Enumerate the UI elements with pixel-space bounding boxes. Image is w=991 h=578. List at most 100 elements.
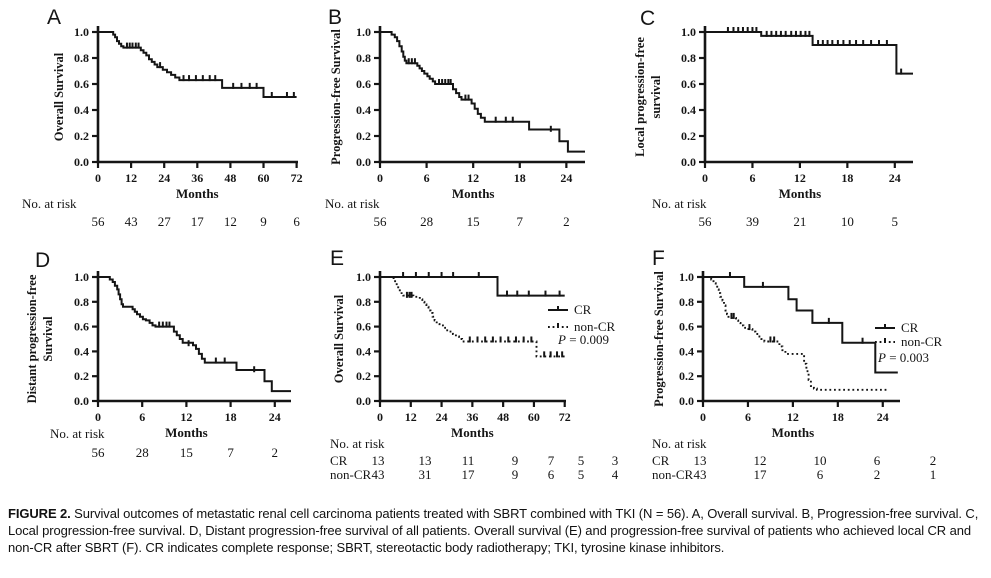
y-tick-label: 1.0 — [679, 270, 694, 284]
km-series-cr — [703, 272, 898, 374]
risk-count: 6 — [548, 467, 555, 482]
risk-count: 6 — [817, 467, 824, 482]
risk-count: 31 — [419, 467, 432, 482]
y-axis-title: Survival — [41, 316, 55, 362]
x-axis-title: Months — [176, 186, 219, 201]
x-axis-title: Months — [165, 425, 208, 440]
risk-count: 10 — [841, 214, 854, 229]
risk-count: 15 — [180, 445, 193, 460]
censor-marks — [407, 58, 552, 132]
x-tick-label: 6 — [749, 171, 755, 185]
x-tick-label: 48 — [497, 410, 509, 424]
risk-header: No. at risk — [325, 196, 380, 211]
risk-count: 10 — [814, 453, 827, 468]
km-curve — [380, 276, 565, 358]
x-axis-title: Months — [779, 186, 822, 201]
risk-count: 43 — [694, 467, 707, 482]
y-tick-label: 0.0 — [679, 394, 694, 408]
km-curve — [703, 276, 887, 391]
y-axis-title: Local progression-free — [633, 37, 647, 157]
panel-e: E Overall Survival 0.0 0.2 0.4 0.6 0.8 1.0 0 12 24… — [320, 247, 650, 505]
y-tick-label: 0.0 — [74, 155, 89, 169]
risk-count: 17 — [462, 467, 476, 482]
x-tick-label: 6 — [424, 171, 430, 185]
panel-f: F Progression-free Survival 0.0 0.2 0.4 0.6 0.… — [650, 247, 991, 505]
x-tick-label: 18 — [832, 410, 844, 424]
y-tick-label: 0.8 — [74, 295, 89, 309]
km-series-all-patients — [380, 31, 585, 153]
x-tick-label: 60 — [528, 410, 540, 424]
censor-marks — [158, 321, 256, 373]
x-tick-label: 72 — [291, 171, 303, 185]
risk-count: 56 — [374, 214, 388, 229]
p-value: P = 0.009 — [557, 332, 609, 347]
y-tick-label: 0.6 — [356, 77, 371, 91]
y-tick-label: 0.8 — [74, 51, 89, 65]
y-axis-title: Progression-free Survival — [329, 29, 343, 165]
y-tick-label: 0.6 — [74, 77, 89, 91]
x-tick-label: 12 — [125, 171, 137, 185]
km-series-all-patients — [98, 276, 291, 393]
risk-count: 21 — [793, 214, 806, 229]
km-curve — [98, 31, 297, 98]
censor-marks — [730, 312, 776, 343]
p-value: P = 0.003 — [877, 350, 929, 365]
risk-table: No. at risk 56 43 27 17 12 9 6 — [22, 196, 300, 229]
risk-count: 43 — [125, 214, 138, 229]
risk-count: 9 — [260, 214, 267, 229]
y-axis-title: Overall Survival — [52, 52, 66, 141]
risk-count: 39 — [746, 214, 759, 229]
x-tick-label: 24 — [269, 410, 281, 424]
risk-count: 13 — [694, 453, 707, 468]
risk-count: 13 — [372, 453, 385, 468]
risk-table: No. at risk 56 39 21 10 5 — [652, 196, 898, 229]
x-tick-label: 60 — [258, 171, 270, 185]
y-tick-label: 0.4 — [679, 344, 694, 358]
y-tick-label: 0.0 — [681, 155, 696, 169]
y-tick-label: 0.4 — [356, 344, 371, 358]
risk-count: 5 — [578, 453, 585, 468]
risk-count: 5 — [892, 214, 899, 229]
x-tick-label: 24 — [877, 410, 889, 424]
x-tick-label: 24 — [889, 171, 901, 185]
risk-row-label: non-CR — [330, 467, 372, 482]
x-tick-label: 0 — [377, 410, 383, 424]
x-tick-label: 36 — [191, 171, 203, 185]
y-tick-label: 0.8 — [679, 295, 694, 309]
risk-count: 28 — [420, 214, 433, 229]
x-tick-label: 6 — [139, 410, 145, 424]
panel-label: A — [47, 6, 61, 29]
x-tick-label: 0 — [377, 171, 383, 185]
risk-row-label: CR — [652, 453, 670, 468]
y-tick-label: 0.6 — [681, 77, 696, 91]
risk-count: 6 — [293, 214, 300, 229]
risk-count: 2 — [272, 445, 279, 460]
figure-caption: FIGURE 2. Survival outcomes of metastati… — [8, 506, 984, 557]
panel-label: E — [330, 247, 344, 270]
y-tick-label: 0.0 — [74, 394, 89, 408]
y-tick-label: 0.6 — [356, 320, 371, 334]
y-tick-label: 0.2 — [681, 129, 696, 143]
risk-count: 5 — [578, 467, 585, 482]
y-axis-title: Progression-free Survival — [652, 271, 666, 407]
y-tick-label: 0.6 — [74, 320, 89, 334]
y-tick-label: 0.2 — [679, 369, 694, 383]
risk-count: 56 — [699, 214, 713, 229]
risk-count: 12 — [754, 453, 767, 468]
censor-marks — [726, 27, 903, 75]
x-tick-label: 18 — [841, 171, 853, 185]
legend-label: CR — [901, 320, 919, 335]
risk-count: 2 — [930, 453, 937, 468]
risk-count: 27 — [158, 214, 172, 229]
x-tick-label: 24 — [158, 171, 170, 185]
panel-b: B Progression-free Survival 0.0 0.2 0.4 0.6 0.… — [318, 4, 633, 246]
risk-count: 4 — [612, 467, 619, 482]
x-tick-label: 24 — [560, 171, 572, 185]
km-series-non-cr — [703, 276, 887, 391]
y-axis-title: survival — [649, 75, 663, 119]
panel-label: D — [35, 249, 50, 272]
legend: CR non-CRP = 0.009 — [548, 302, 616, 347]
x-tick-label: 48 — [224, 171, 236, 185]
